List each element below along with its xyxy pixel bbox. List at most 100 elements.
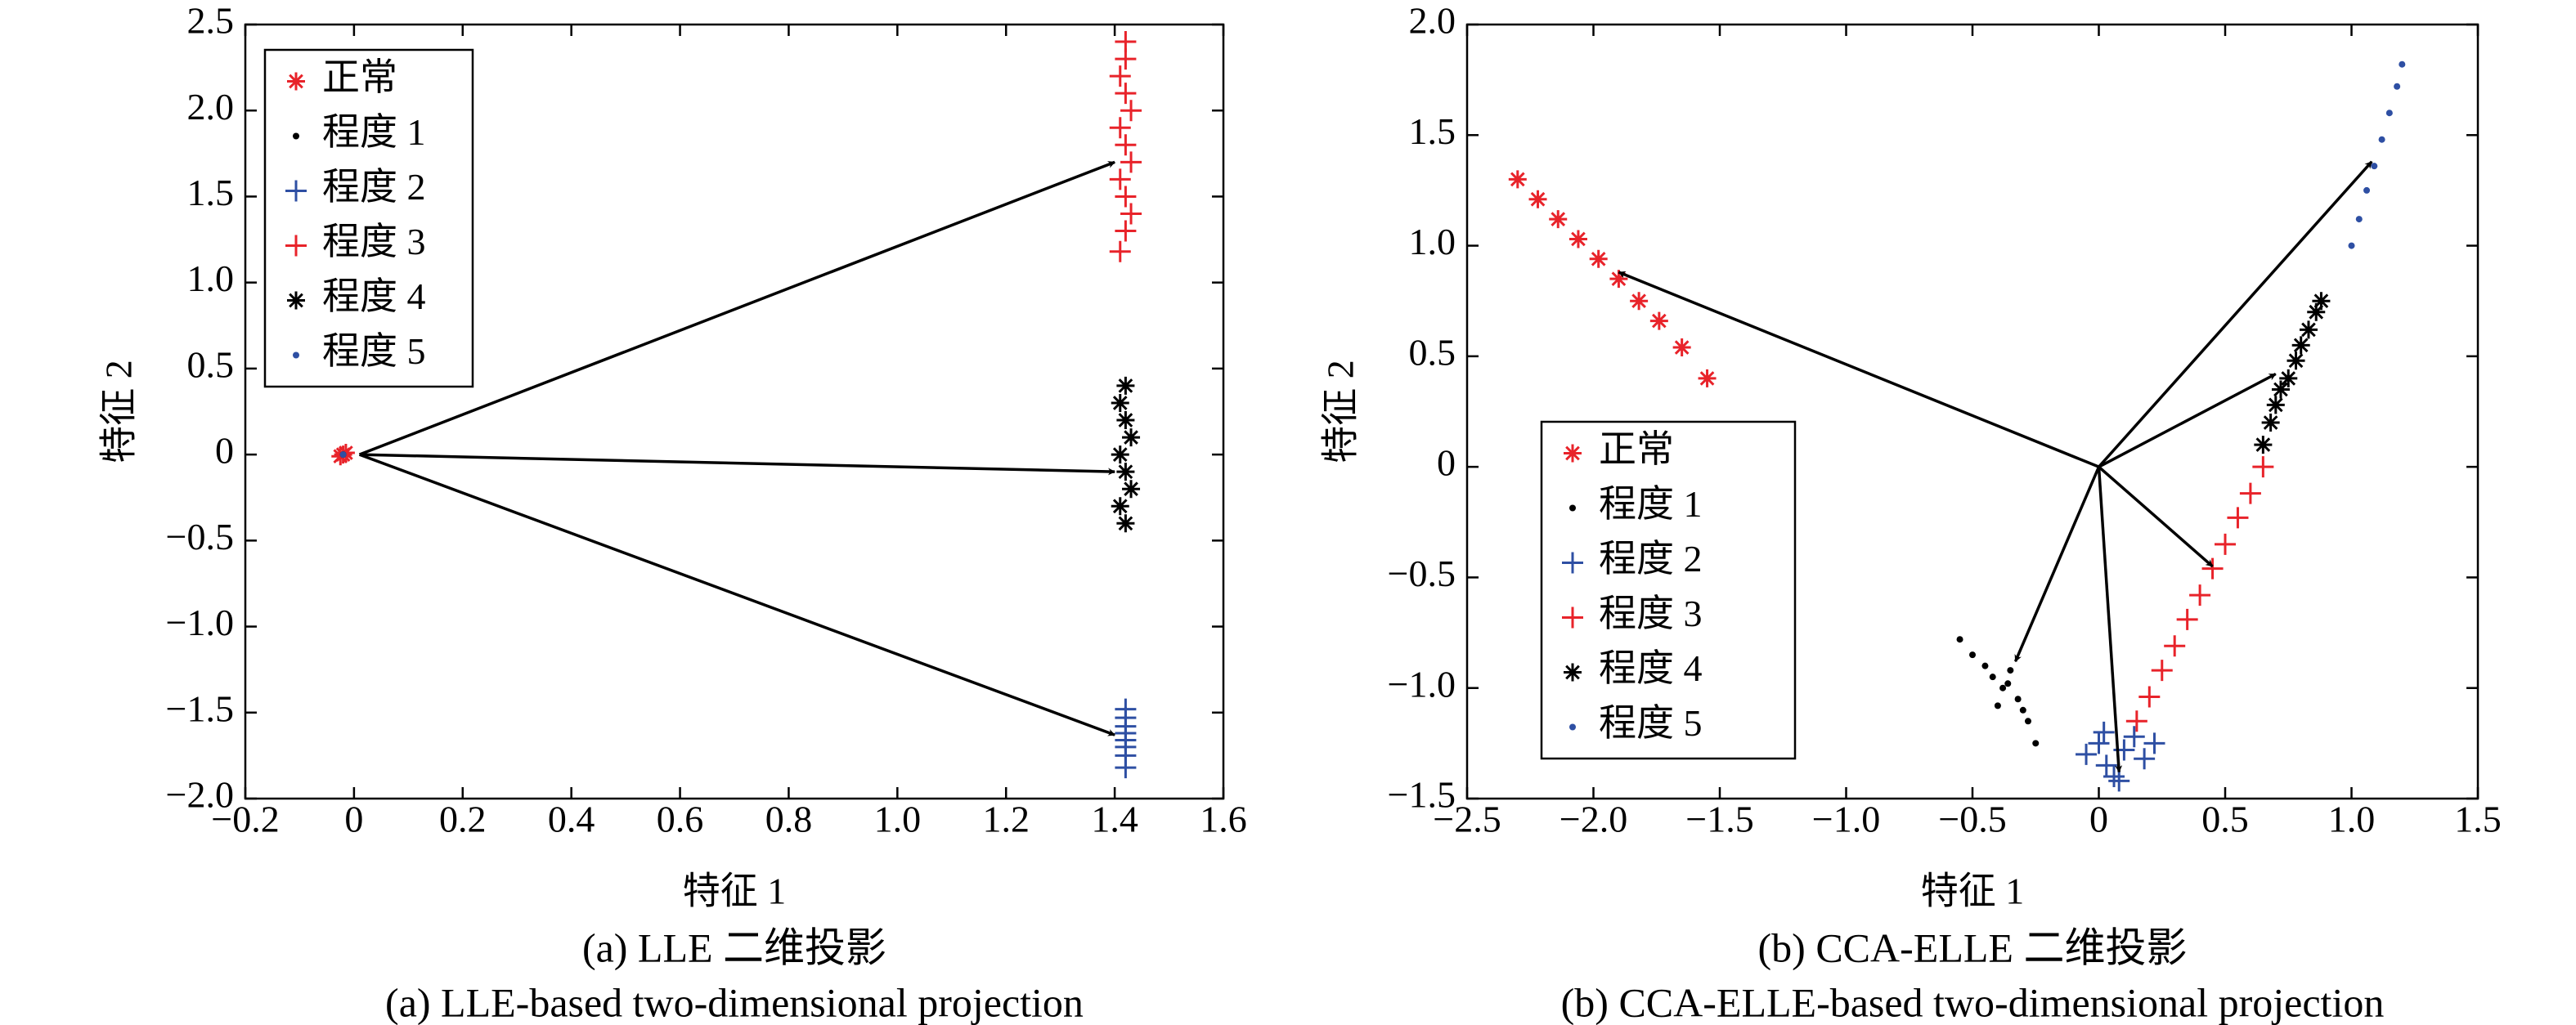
point: [1111, 497, 1129, 516]
point: [2088, 732, 2110, 754]
point: [2399, 60, 2406, 68]
point: [2266, 396, 2285, 414]
legend-symbol: [285, 235, 307, 257]
y-axis-label: 特征 2: [98, 360, 140, 463]
point: [1549, 210, 1568, 229]
legend-symbol: [1569, 723, 1576, 731]
point: [2014, 696, 2022, 703]
y-tick-label: −0.5: [166, 516, 234, 557]
caption: (a) LLE 二维投影: [582, 924, 886, 970]
x-axis-label: 特征 1: [1921, 871, 2025, 912]
x-tick-label: 0.5: [2201, 799, 2249, 840]
point: [1508, 170, 1527, 189]
point: [1120, 151, 1142, 173]
x-tick-label: −0.2: [211, 799, 279, 840]
arrow: [2098, 465, 2214, 568]
arrow: [2098, 372, 2277, 468]
legend-label: 正常: [322, 56, 397, 98]
point: [1698, 369, 1717, 387]
legend-symbol: [287, 291, 305, 310]
legend-symbol: [287, 72, 305, 91]
x-tick-label: −2.5: [1433, 799, 1501, 840]
x-tick-label: 1.0: [2328, 799, 2376, 840]
legend-label: 程度 1: [1599, 483, 1703, 525]
legend-symbol: [285, 180, 307, 202]
point: [2164, 635, 2186, 657]
y-tick-label: 1.5: [1409, 110, 1456, 152]
legend-label: 程度 4: [322, 275, 426, 317]
caption: (b) CCA-ELLE-based two-dimensional proje…: [1561, 979, 2385, 1025]
point: [2032, 740, 2040, 747]
x-axis-label: 特征 1: [683, 871, 787, 912]
y-tick-label: 0.5: [1409, 331, 1456, 373]
point: [2143, 732, 2165, 754]
point: [1116, 376, 1135, 395]
point: [1981, 662, 1989, 669]
y-tick-label: 1.0: [187, 257, 235, 299]
legend-symbol: [1564, 663, 1582, 682]
legend-symbol: [293, 132, 299, 140]
y-tick-label: −2.0: [166, 774, 234, 816]
point: [2108, 770, 2130, 792]
point: [2007, 667, 2014, 674]
legend-symbol: [1564, 444, 1582, 463]
point: [2254, 436, 2273, 454]
point: [1528, 190, 1547, 208]
arrow: [2097, 467, 2123, 773]
point: [1115, 83, 1137, 105]
legend-label: 程度 2: [322, 166, 426, 208]
point: [2363, 186, 2371, 194]
arrow: [358, 160, 1115, 456]
legend-label: 程度 1: [322, 111, 426, 153]
point: [2176, 608, 2198, 630]
point: [2134, 748, 2156, 770]
x-tick-label: 1.0: [874, 799, 922, 840]
point: [1109, 117, 1131, 139]
point: [1568, 230, 1587, 248]
point: [2103, 765, 2125, 787]
point: [2287, 351, 2305, 370]
point: [2125, 710, 2147, 732]
point: [1630, 292, 1649, 311]
y-tick-label: 2.0: [187, 86, 235, 128]
point: [1989, 674, 1996, 681]
point: [2215, 533, 2236, 555]
point: [1109, 240, 1131, 262]
x-tick-label: 0.6: [657, 799, 704, 840]
point: [2348, 242, 2355, 249]
point: [1999, 684, 2007, 692]
point: [1116, 463, 1135, 481]
x-tick-label: 0.4: [548, 799, 595, 840]
legend-label: 程度 3: [1599, 593, 1703, 634]
legend-label: 程度 4: [1599, 647, 1703, 689]
legend-symbol: [1562, 552, 1583, 574]
legend-symbol: [1569, 504, 1576, 512]
caption: (a) LLE-based two-dimensional projection: [385, 979, 1084, 1025]
point: [2004, 680, 2012, 687]
point: [1122, 480, 1141, 499]
arrow: [358, 453, 1115, 736]
arrow: [2013, 466, 2101, 663]
point: [1956, 636, 1963, 643]
y-tick-label: −1.5: [1388, 774, 1456, 816]
point: [1109, 168, 1131, 190]
point: [1116, 514, 1135, 533]
y-tick-label: 2.5: [187, 0, 235, 42]
y-tick-label: −1.5: [166, 687, 234, 729]
legend-box: [1540, 420, 1797, 760]
point: [2252, 456, 2274, 478]
point: [2385, 110, 2393, 117]
point: [2291, 336, 2310, 355]
legend-label: 程度 5: [322, 330, 426, 372]
y-tick-label: 0: [215, 430, 234, 472]
point: [2355, 216, 2363, 223]
point: [2299, 320, 2318, 339]
point: [2227, 507, 2249, 529]
legend-label: 程度 3: [322, 221, 426, 262]
point: [2239, 482, 2261, 504]
y-tick-label: 0.5: [187, 343, 235, 385]
point: [1122, 428, 1141, 447]
point: [1115, 220, 1137, 242]
point: [1115, 31, 1137, 53]
